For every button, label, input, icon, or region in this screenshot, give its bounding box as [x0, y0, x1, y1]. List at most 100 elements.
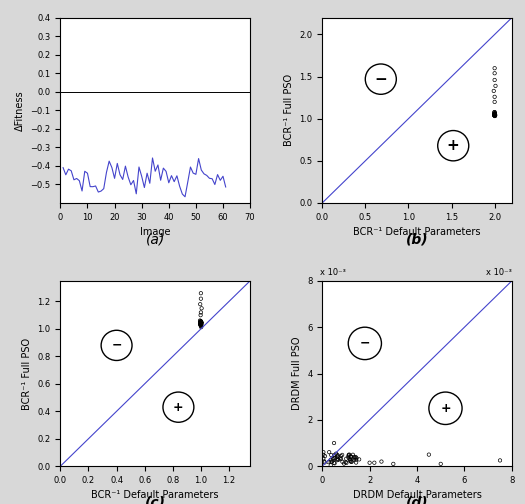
Point — [197, 319, 205, 327]
Point — [196, 319, 205, 327]
Point — [490, 108, 499, 116]
Point — [490, 109, 499, 117]
Point — [351, 453, 360, 461]
Point — [347, 458, 355, 466]
Point — [332, 450, 340, 458]
Point — [319, 455, 328, 463]
Point — [319, 448, 328, 456]
Point — [490, 109, 499, 117]
Point — [196, 320, 205, 328]
Point — [197, 318, 205, 326]
Point — [490, 110, 499, 118]
Point — [197, 295, 205, 303]
Point — [197, 319, 205, 327]
Point — [344, 453, 353, 461]
Point — [196, 320, 205, 328]
Point — [329, 455, 337, 463]
Text: +: + — [173, 401, 184, 414]
Text: x 10⁻³: x 10⁻³ — [486, 268, 512, 277]
Text: −: − — [374, 72, 387, 87]
Point — [348, 458, 356, 466]
X-axis label: DRDM Default Parameters: DRDM Default Parameters — [353, 490, 481, 500]
Point — [321, 452, 329, 460]
Point — [197, 322, 205, 330]
Point — [197, 319, 206, 327]
Point — [334, 456, 343, 464]
Point — [321, 458, 329, 466]
Y-axis label: BCR⁻¹ Full PSO: BCR⁻¹ Full PSO — [284, 74, 294, 146]
Point — [490, 111, 498, 119]
Point — [331, 455, 339, 463]
Point — [491, 82, 500, 90]
Point — [491, 111, 499, 119]
Point — [490, 69, 499, 77]
Point — [344, 452, 353, 460]
Point — [197, 318, 205, 326]
Point — [490, 111, 499, 119]
Point — [196, 320, 205, 328]
Point — [325, 448, 333, 456]
Point — [490, 64, 499, 72]
Point — [490, 111, 499, 119]
Point — [330, 439, 338, 447]
Point — [490, 76, 499, 84]
Point — [197, 319, 205, 327]
Point — [197, 320, 205, 328]
Point — [491, 111, 499, 119]
Point — [490, 111, 499, 119]
Point — [196, 318, 205, 326]
Point — [345, 451, 353, 459]
Point — [491, 111, 499, 119]
Point — [196, 318, 205, 326]
Point — [197, 319, 205, 327]
Point — [355, 456, 363, 464]
Point — [370, 459, 379, 467]
Point — [490, 98, 499, 106]
Point — [327, 458, 335, 466]
Point — [490, 111, 498, 119]
Point — [338, 458, 347, 466]
Point — [196, 317, 204, 325]
Y-axis label: ΔFitness: ΔFitness — [15, 90, 25, 131]
Point — [196, 311, 205, 319]
Point — [197, 318, 205, 326]
Point — [490, 87, 498, 95]
Point — [197, 319, 205, 327]
Text: x 10⁻³: x 10⁻³ — [320, 268, 346, 277]
Text: (b): (b) — [406, 233, 428, 247]
Point — [490, 93, 499, 101]
Text: (d): (d) — [406, 496, 428, 504]
Point — [490, 110, 499, 118]
Point — [365, 459, 374, 467]
Point — [491, 111, 499, 119]
Point — [330, 459, 339, 467]
Text: −: − — [111, 339, 122, 352]
Point — [436, 460, 445, 468]
Point — [491, 110, 499, 118]
Point — [197, 320, 205, 328]
Point — [196, 321, 205, 329]
Point — [490, 110, 499, 118]
Point — [196, 300, 204, 308]
Point — [350, 453, 359, 461]
Point — [352, 454, 361, 462]
Point — [197, 319, 205, 327]
Text: −: − — [360, 337, 370, 350]
Point — [346, 453, 355, 461]
Y-axis label: BCR⁻¹ Full PSO: BCR⁻¹ Full PSO — [22, 338, 32, 410]
Point — [490, 108, 499, 116]
Point — [330, 454, 338, 462]
Point — [197, 322, 205, 330]
Point — [196, 320, 205, 328]
Point — [490, 111, 499, 119]
Point — [336, 454, 344, 462]
Point — [333, 455, 342, 463]
Point — [490, 109, 499, 117]
Point — [340, 460, 348, 468]
Point — [333, 456, 341, 464]
Point — [491, 110, 499, 118]
Point — [197, 319, 206, 327]
Point — [196, 321, 205, 329]
Point — [490, 109, 499, 117]
Point — [352, 456, 360, 464]
